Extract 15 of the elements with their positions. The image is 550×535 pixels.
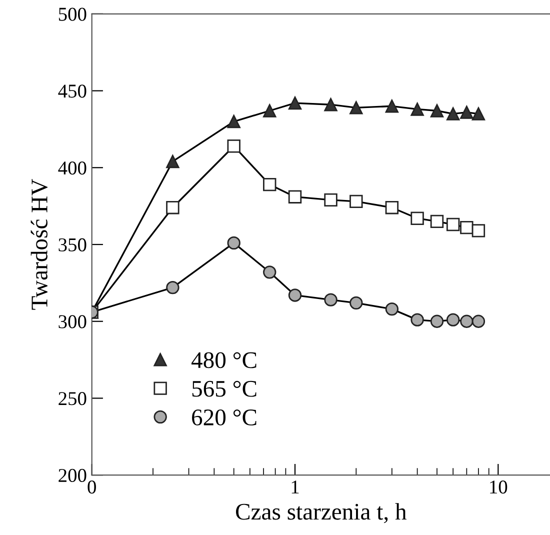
y-tick-label: 250 — [58, 392, 86, 406]
y-tick-label: 300 — [58, 315, 86, 328]
x-tick-label: 10 — [490, 480, 508, 494]
legend-label: 620 °C — [192, 409, 256, 426]
y-tick-label: 500 — [58, 8, 86, 21]
x-tick-label: 0 — [88, 480, 96, 494]
y-tick-label: 350 — [58, 238, 86, 252]
y-tick-label: 400 — [58, 161, 86, 175]
legend-label: 480 °C — [191, 352, 256, 368]
y-tick-label: 200 — [58, 468, 86, 482]
x-tick-label: 1 — [292, 480, 299, 494]
y-tick-label: 450 — [58, 84, 86, 98]
legend-label: 565 °C — [192, 380, 256, 397]
y-axis-title: Twardość HV — [30, 179, 48, 310]
x-axis-title: Czas starzenia t, h — [236, 503, 406, 524]
